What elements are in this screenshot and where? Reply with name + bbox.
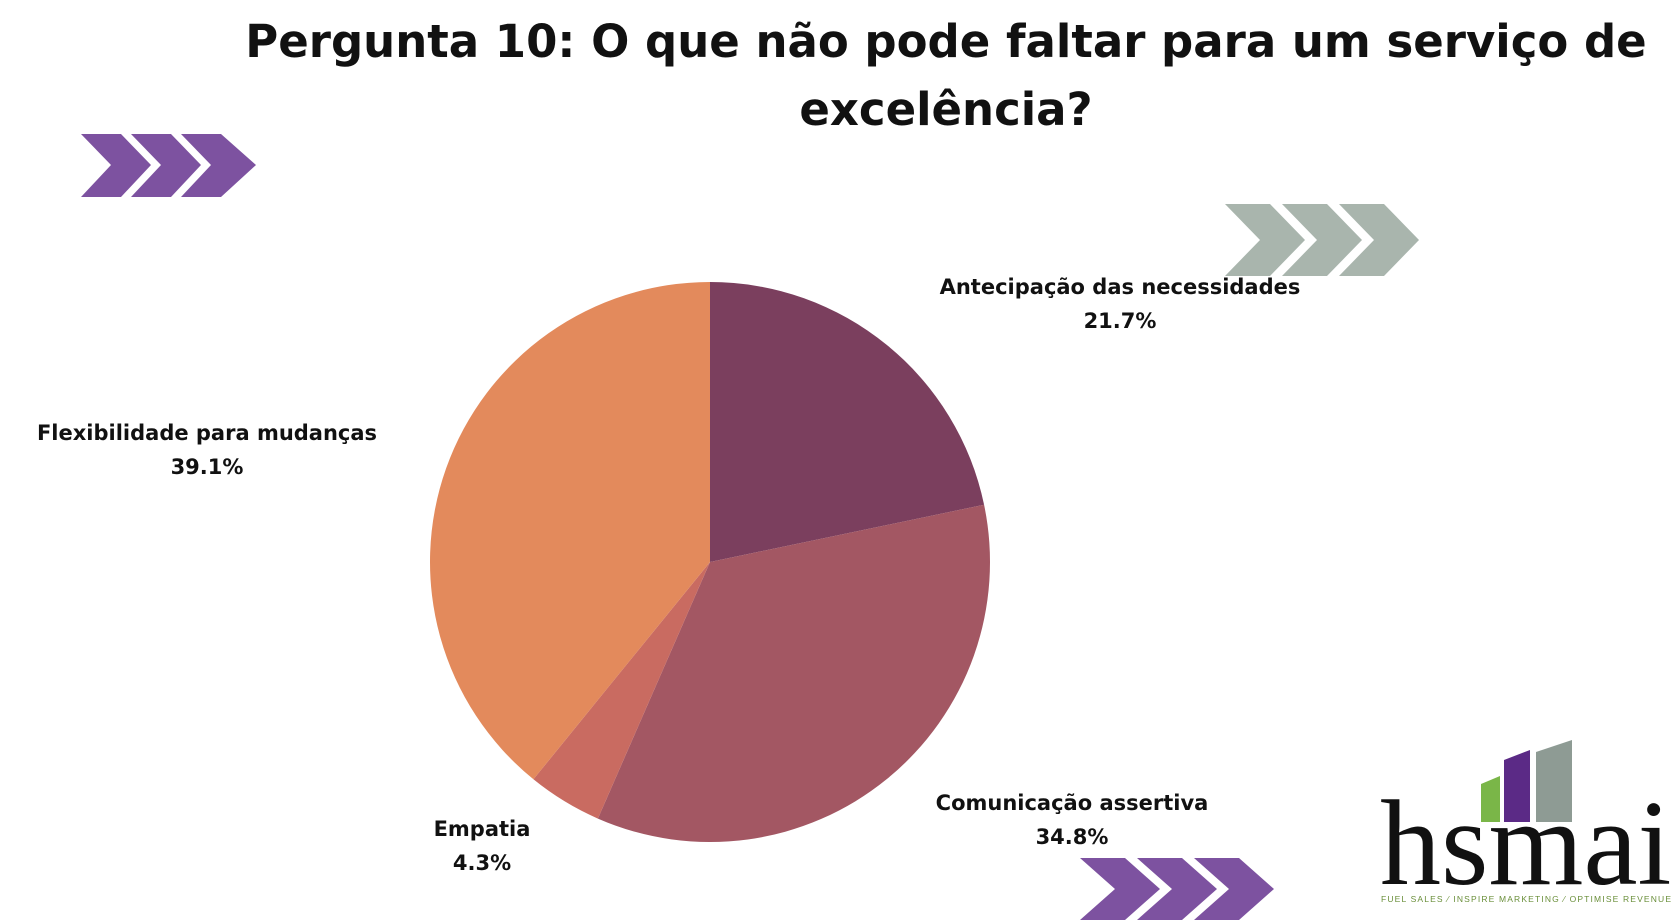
decor-chevrons-top: [81, 134, 256, 197]
slice-value-label: 34.8%: [1036, 825, 1109, 849]
logo-bars: [1481, 740, 1572, 822]
pie-slice: [710, 282, 985, 562]
slice-label: Comunicação assertiva: [936, 791, 1209, 815]
slice-value-label: 4.3%: [453, 851, 511, 875]
slice-label: Flexibilidade para mudanças: [37, 421, 377, 445]
decor-chevrons-gray: [1225, 204, 1419, 276]
logo-name: hsmai: [1380, 776, 1671, 911]
slice-value-label: 21.7%: [1084, 309, 1157, 333]
slice-label: Antecipação das necessidades: [940, 275, 1301, 299]
pie-slice: [533, 562, 710, 819]
slice-value-label: 39.1%: [171, 455, 244, 479]
pie-slice: [597, 504, 991, 842]
slice-label: Empatia: [434, 817, 531, 841]
logo-tagline: FUEL SALES ⁄ INSPIRE MARKETING ⁄ OPTIMIS…: [1381, 894, 1671, 904]
decor-chevrons-bottom: [1080, 858, 1274, 920]
pie-slice: [429, 282, 710, 780]
chart-title: Pergunta 10: O que não pode faltar para …: [245, 15, 1647, 136]
